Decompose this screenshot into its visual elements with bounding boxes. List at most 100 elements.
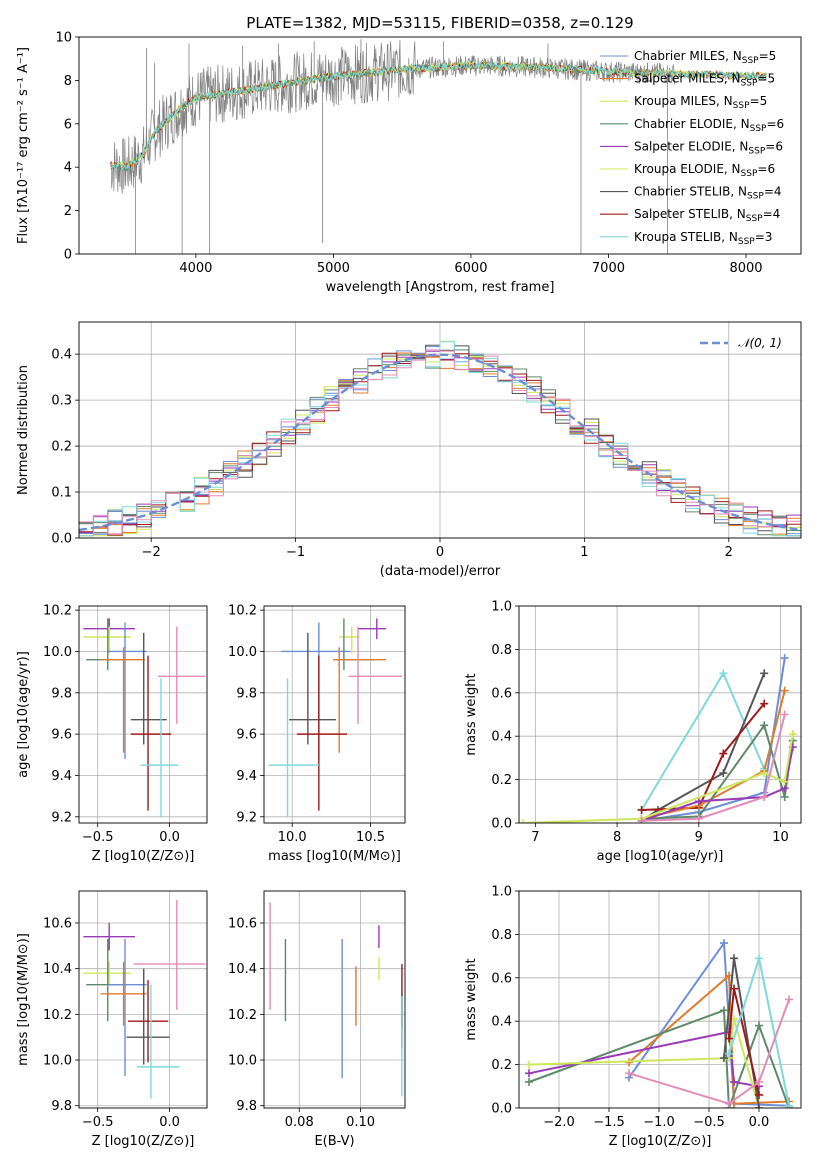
errorbar-dgray [126, 968, 170, 1065]
y-tick-label: 10.0 [228, 645, 257, 660]
x-tick-label: −2.0 [543, 1115, 575, 1130]
series-line [641, 657, 786, 822]
series-point [730, 954, 738, 963]
series-point [725, 1034, 733, 1043]
y-tick-label: 8 [64, 74, 72, 89]
series-dred [725, 984, 763, 1099]
y-tick-label: 1.0 [491, 600, 512, 615]
legend-label: Salpeter ELODIE, N [634, 139, 748, 153]
errorbar-yellow [83, 626, 131, 654]
x-tick-label: 0.0 [159, 830, 180, 845]
x-axis-label: Z [log10(Z/Z⊙)] [92, 849, 195, 864]
series-point [788, 730, 797, 739]
x-tick-label: −2 [142, 545, 161, 560]
panel-weight_vs_age: 7 8 9 10 0.0 0.2 0.4 0.6 0.8 1.0 age [log10(age/yr… [464, 600, 802, 864]
series-point [725, 1049, 733, 1058]
y-tick-label: 9.8 [236, 1099, 257, 1114]
errorbar-green [86, 938, 126, 1022]
x-axis-label: Z [log10(Z/Z⊙)] [92, 1134, 195, 1149]
series-point [720, 1054, 728, 1063]
legend-entry: Chabrier MILES, NSSP=5 [634, 49, 776, 66]
errorbar-pink [133, 900, 206, 1010]
plot-area [264, 606, 405, 823]
y-tick-label: 10.2 [43, 1008, 72, 1023]
x-tick-label: 0.0 [749, 1115, 770, 1130]
y-tick-label: 10 [55, 31, 72, 46]
errorbar-green [336, 618, 376, 671]
series-point [720, 1006, 728, 1015]
y-tick-label: 9.8 [51, 686, 72, 701]
series-point [525, 1069, 533, 1078]
y-tick-label: 0.2 [491, 1058, 512, 1073]
series-point [760, 669, 769, 678]
y-tick-label: 0.3 [51, 394, 72, 409]
axes-frame [263, 605, 406, 824]
plot-area [110, 39, 767, 254]
x-tick-label: 5000 [317, 261, 350, 276]
legend-sub: SSP [742, 56, 759, 66]
legend-sub: SSP [747, 192, 764, 202]
legend-label: Chabrier MILES, N [634, 49, 742, 63]
data-spectrum-trace [110, 39, 675, 194]
x-tick-label: 0.0 [159, 1115, 180, 1130]
plot-area [79, 891, 207, 1108]
panel-mass_vs_EBV: 0.08 0.10 9.8 10.0 10.2 10.4 10.6 E(B-V) [228, 890, 406, 1149]
y-tick-label: 0.6 [491, 686, 512, 701]
x-tick-label: 7000 [592, 261, 625, 276]
series-point [785, 1101, 793, 1108]
y-tick-label: 10.0 [43, 645, 72, 660]
legend-entry: 𝒩(0, 1) [738, 336, 782, 350]
y-tick-label: 0.4 [491, 1015, 512, 1030]
plot-area [79, 606, 207, 823]
series-point [525, 1077, 533, 1086]
series-orange [637, 686, 789, 823]
series-line [641, 714, 786, 822]
y-tick-label: 0.6 [491, 971, 512, 986]
errorbar-orange [100, 961, 147, 1026]
y-axis-label: age [log10(age/yr)] [16, 651, 31, 778]
legend-entry: Salpeter STELIB, NSSP=4 [634, 207, 780, 224]
errorbar-cyan [268, 678, 319, 817]
legend-sub: SSP [741, 169, 758, 179]
legend-entry: Kroupa ELODIE, NSSP=6 [634, 162, 775, 179]
series-point [785, 995, 793, 1004]
series-point [755, 954, 763, 963]
y-tick-label: 10.4 [43, 962, 72, 977]
series-point [719, 669, 728, 678]
x-tick-label: 0.10 [346, 1115, 375, 1130]
legend-label: Salpeter STELIB, N [634, 207, 746, 221]
series-point [755, 1077, 763, 1086]
panel-age_vs_mass: 10.0 10.5 9.2 9.4 9.6 9.8 10.0 10.2 mass [log10(… [228, 604, 406, 864]
legend-label: Kroupa ELODIE, N [634, 162, 741, 176]
series-point [720, 939, 728, 948]
y-tick-label: 10.2 [228, 1008, 257, 1023]
legend-sub: SSP [738, 237, 755, 247]
y-tick-label: 6 [64, 117, 72, 132]
series-point [780, 777, 789, 786]
x-tick-label: 1 [580, 545, 588, 560]
legend-label: Chabrier STELIB, N [634, 185, 747, 199]
y-tick-label: 0.0 [491, 1102, 512, 1117]
series-point [760, 699, 769, 708]
x-tick-label: −0.5 [82, 830, 114, 845]
x-tick-label: 10.5 [356, 830, 385, 845]
legend-label: Salpeter MILES, N [634, 72, 741, 86]
x-tick-label: −0.5 [82, 1115, 114, 1130]
y-axis-label: mass weight [464, 673, 479, 755]
y-tick-label: 0.8 [491, 928, 512, 943]
series-line [628, 999, 790, 1105]
y-tick-label: 0.4 [51, 348, 72, 363]
series-point [694, 797, 703, 806]
legend-entry: Salpeter ELODIE, NSSP=6 [634, 139, 783, 156]
errorbar-dred [296, 655, 348, 811]
errorbar-cyan [140, 678, 179, 817]
errorbar-dgray [289, 632, 337, 745]
x-tick-label: 9 [695, 830, 703, 845]
legend-suffix: =5 [750, 94, 768, 108]
legend-suffix: =5 [757, 72, 775, 86]
legend-entry: Kroupa MILES, NSSP=5 [634, 94, 767, 111]
series-point [780, 654, 789, 663]
axes-frame [518, 890, 802, 1109]
series-blue [637, 654, 789, 823]
